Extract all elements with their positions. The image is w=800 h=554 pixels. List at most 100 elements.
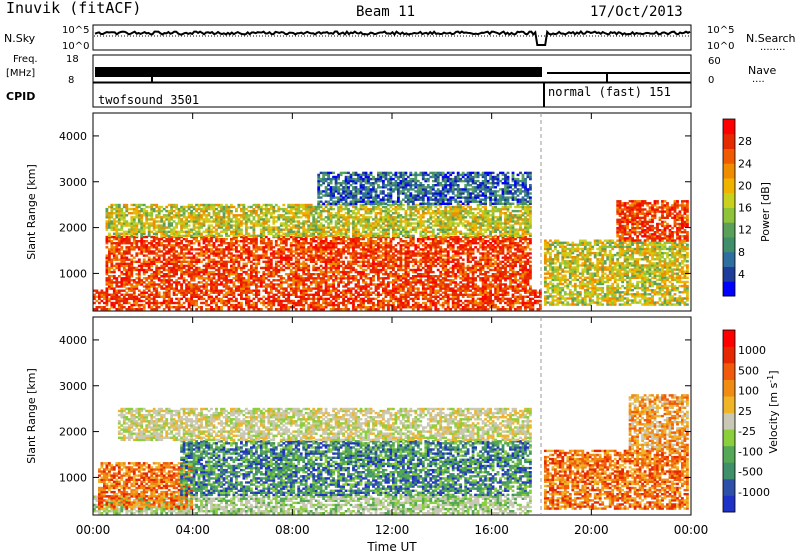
heatmap-cell [459, 252, 463, 255]
heatmap-cell [137, 218, 141, 221]
heatmap-cell [314, 240, 318, 243]
heatmap-cell [431, 287, 435, 290]
heatmap-cell [279, 291, 283, 294]
heatmap-cell [170, 254, 173, 257]
heatmap-cell [429, 281, 433, 284]
heatmap-cell [362, 279, 365, 282]
heatmap-cell [479, 303, 482, 307]
heatmap-cell [205, 207, 208, 211]
heatmap-cell [426, 285, 430, 288]
heatmap-cell [294, 301, 298, 305]
heatmap-cell [93, 295, 96, 298]
heatmap-cell [342, 295, 345, 298]
heatmap-cell [464, 287, 468, 290]
heatmap-cell [160, 254, 164, 257]
heatmap-cell [327, 297, 330, 301]
heatmap-cell [491, 250, 495, 253]
heatmap-cell [464, 289, 468, 292]
heatmap-cell [377, 237, 380, 241]
heatmap-cell [444, 293, 448, 296]
heatmap-cell [539, 308, 542, 311]
heatmap-cell [255, 289, 258, 292]
heatmap-cell [309, 240, 313, 243]
heatmap-cell [135, 242, 139, 245]
heatmap-cell [122, 252, 126, 255]
heatmap-cell [294, 270, 298, 274]
heatmap-cell [150, 205, 154, 209]
heatmap-cell [232, 293, 236, 296]
heatmap-cell [501, 266, 505, 270]
heatmap-cell [122, 222, 126, 225]
heatmap-cell [132, 279, 136, 282]
heatmap-cell [112, 246, 116, 249]
heatmap-cell [252, 242, 256, 245]
heatmap-cell [446, 244, 450, 247]
heatmap-cell [429, 258, 433, 261]
heatmap-cell [431, 303, 435, 307]
heatmap-cell [364, 252, 368, 255]
heatmap-cell [419, 248, 423, 251]
heatmap-cell [322, 273, 325, 276]
heatmap-cell [349, 264, 353, 268]
heatmap-cell [200, 246, 203, 249]
heatmap-cell [362, 303, 365, 307]
heatmap-cell [489, 283, 492, 286]
heatmap-cell [426, 250, 430, 253]
heatmap-cell [402, 285, 405, 288]
heatmap-cell [416, 289, 420, 292]
heatmap-cell [429, 264, 433, 268]
heatmap-cell [337, 254, 340, 257]
heatmap-cell [225, 299, 228, 303]
heatmap-cell [294, 264, 298, 268]
heatmap-cell [406, 306, 410, 309]
heatmap-cell [232, 254, 236, 257]
heatmap-cell [434, 254, 438, 257]
heatmap-cell [122, 260, 126, 263]
heatmap-cell [536, 291, 540, 294]
heatmap-cell [110, 260, 114, 263]
heatmap-cell [514, 287, 517, 290]
heatmap-cell [369, 301, 373, 305]
heatmap-cell [304, 297, 308, 301]
heatmap-cell [439, 281, 443, 284]
heatmap-cell [115, 242, 119, 245]
heatmap-cell [212, 289, 216, 292]
heatmap-cell [312, 268, 316, 272]
heatmap-cell [157, 266, 161, 270]
heatmap-cell [232, 291, 236, 294]
heatmap-cell [352, 308, 355, 311]
heatmap-cell [155, 254, 159, 257]
heatmap-cell [235, 248, 238, 251]
heatmap-cell [486, 283, 490, 286]
heatmap-cell [205, 220, 208, 223]
heatmap-cell [162, 262, 166, 265]
heatmap-cell [411, 252, 415, 255]
heatmap-cell [195, 216, 198, 219]
heatmap-cell [297, 279, 301, 282]
heatmap-cell [352, 277, 355, 280]
heatmap-cell [424, 248, 428, 251]
heatmap-cell [349, 293, 353, 296]
heatmap-cell [172, 287, 176, 290]
heatmap-cell [150, 260, 154, 263]
heatmap-cell [150, 209, 154, 213]
heatmap-cell [424, 268, 428, 272]
heatmap-cell [519, 244, 522, 247]
heatmap-cell [227, 275, 231, 278]
heatmap-cell [155, 273, 159, 276]
heatmap-cell [304, 273, 308, 276]
heatmap-cell [529, 260, 532, 263]
heatmap-cell [279, 268, 283, 272]
heatmap-cell [471, 270, 475, 274]
heatmap-cell [349, 268, 353, 272]
heatmap-cell [459, 270, 463, 274]
heatmap-cell [105, 277, 109, 280]
heatmap-cell [110, 301, 114, 305]
heatmap-cell [175, 285, 178, 288]
heatmap-cell [115, 299, 119, 303]
heatmap-cell [110, 235, 114, 239]
heatmap-cell [449, 283, 453, 286]
heatmap-cell [252, 281, 256, 284]
heatmap-cell [252, 252, 256, 255]
heatmap-cell [506, 248, 510, 251]
